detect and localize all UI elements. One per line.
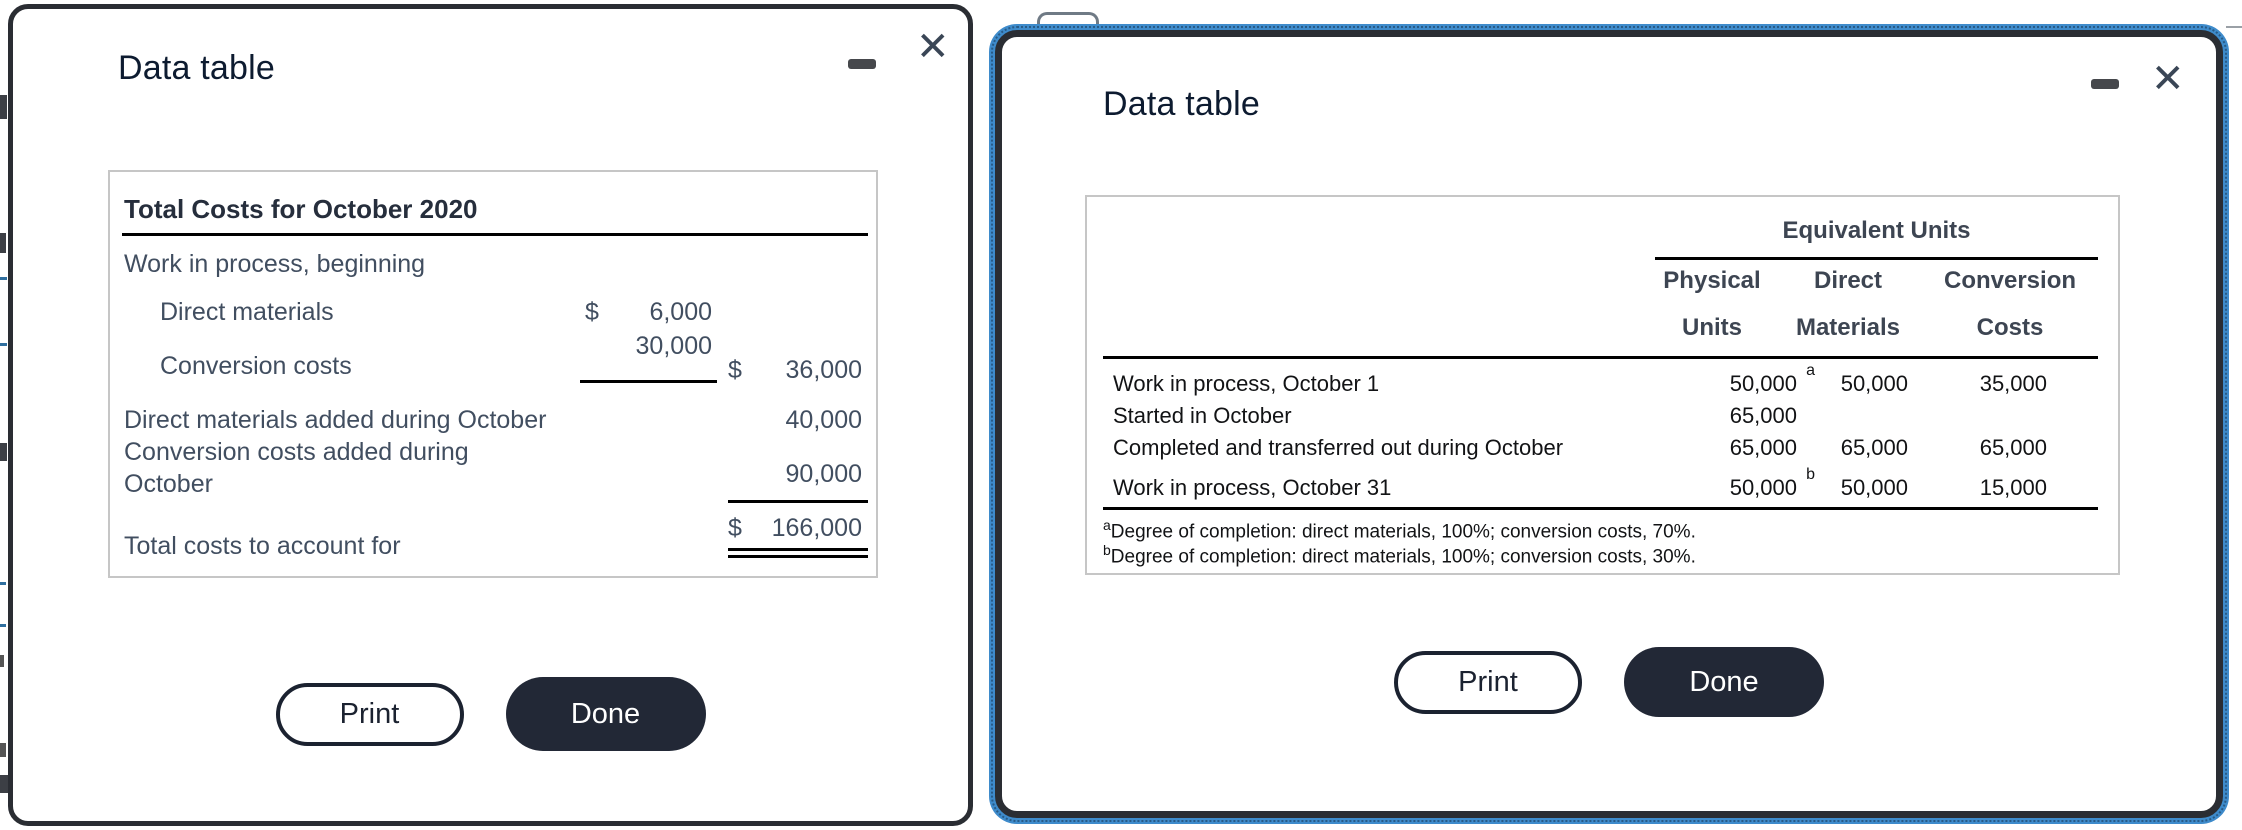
background-fragment — [0, 624, 6, 627]
row-label: Direct materials — [160, 298, 334, 326]
header-rule — [1103, 356, 2098, 359]
background-fragment — [0, 775, 8, 793]
minimize-icon[interactable] — [2091, 79, 2119, 89]
cell-value: 65,000 — [1840, 435, 1908, 460]
cell-value: 50,000 a — [1729, 362, 1815, 397]
cell-value: 6,000 — [649, 298, 712, 326]
background-fragment — [0, 655, 4, 667]
row-label: Work in process, October 1 — [1113, 371, 1380, 396]
print-button[interactable]: Print — [1394, 650, 1582, 714]
background-fragment — [1037, 12, 1099, 26]
footnote-text: Degree of completion: direct materials, … — [1110, 521, 1696, 543]
print-button[interactable]: Print — [275, 682, 464, 746]
cell-value: 65,000 — [1979, 435, 2047, 460]
row-label: Total costs to account for — [124, 532, 401, 560]
column-header-line: Costs — [1976, 314, 2044, 341]
cell-value: 40,000 — [785, 406, 862, 434]
footnote-marker: b — [1806, 466, 1815, 483]
currency-symbol: $ — [728, 356, 742, 384]
cell-value: 36,000 — [785, 356, 862, 384]
column-header-line: Direct — [1813, 267, 1883, 294]
cell-number: 50,000 — [1729, 371, 1797, 396]
background-fragment — [0, 582, 6, 585]
dialog-title: Data table — [118, 49, 275, 87]
equivalent-units-table: Equivalent Units Physical Units Direct M… — [1085, 195, 2120, 575]
column-header-line: Physical — [1663, 267, 1761, 294]
row-label: Work in process, October 31 — [1113, 475, 1392, 500]
subtotal-rule — [728, 500, 868, 503]
data-table-dialog-costs: Data table ✕ Total Costs for October 202… — [8, 4, 973, 826]
cell-value: 90,000 — [785, 460, 862, 488]
footnote-marker: b — [1103, 542, 1111, 558]
background-fragment — [0, 233, 6, 253]
done-button[interactable]: Done — [505, 677, 706, 751]
column-header-line: Materials — [1795, 314, 1901, 341]
background-fragment — [0, 443, 7, 461]
total-costs-table: Total Costs for October 2020 Work in pro… — [108, 170, 878, 578]
currency-symbol: $ — [585, 298, 599, 326]
close-icon[interactable]: ✕ — [2151, 57, 2185, 101]
background-fragment — [0, 743, 6, 757]
row-label: Conversion costs added during October — [124, 438, 469, 498]
column-header-line: Units — [1682, 314, 1742, 341]
cell-value: 35,000 — [1979, 371, 2047, 396]
background-fragment — [0, 277, 7, 280]
footnote: bDegree of completion: direct materials,… — [1103, 542, 1696, 568]
row-label: Completed and transferred out during Oct… — [1113, 435, 1564, 460]
background-fragment — [0, 343, 7, 346]
cell-value: 65,000 — [1729, 435, 1797, 460]
minimize-icon[interactable] — [848, 59, 876, 69]
column-header-line: Conversion — [1943, 267, 2077, 294]
footnote-text: Degree of completion: direct materials, … — [1110, 546, 1696, 568]
row-label: Work in process, beginning — [124, 250, 426, 278]
table-bottom-rule — [1103, 507, 2098, 510]
cell-value: 166,000 — [771, 514, 862, 542]
background-fragment — [2226, 26, 2242, 28]
cell-value: 15,000 — [1979, 475, 2047, 500]
cell-value: 30,000 — [635, 332, 712, 360]
row-label: Started in October — [1113, 403, 1292, 428]
subtotal-rule — [580, 380, 717, 383]
cell-value: 50,000 — [1840, 475, 1908, 500]
column-header-conversion-costs: Conversion Costs — [1927, 267, 2093, 342]
row-label: Direct materials added during October — [124, 406, 547, 434]
cell-number: 50,000 — [1729, 475, 1797, 500]
column-header-physical-units: Physical Units — [1647, 267, 1777, 342]
footnote-marker: a — [1103, 517, 1111, 533]
grand-total-rule — [728, 548, 868, 558]
group-header: Equivalent Units — [1655, 217, 2098, 260]
column-header-direct-materials: Direct Materials — [1787, 267, 1909, 342]
data-table-dialog-equivalent-units: Data table ✕ Equivalent Units Physical U… — [991, 26, 2227, 822]
done-button[interactable]: Done — [1624, 647, 1824, 717]
dialog-title: Data table — [1103, 85, 1260, 123]
table-header: Total Costs for October 2020 — [124, 194, 478, 224]
row-label: Conversion costs — [160, 352, 352, 380]
background-fragment — [0, 95, 7, 119]
header-rule — [122, 233, 868, 236]
close-icon[interactable]: ✕ — [916, 25, 950, 69]
cell-value: 50,000 b — [1729, 466, 1815, 501]
cell-value: 65,000 — [1729, 403, 1797, 428]
currency-symbol: $ — [728, 514, 742, 542]
footnote: aDegree of completion: direct materials,… — [1103, 517, 1696, 543]
cell-value: 50,000 — [1840, 371, 1908, 396]
footnote-marker: a — [1806, 362, 1815, 379]
